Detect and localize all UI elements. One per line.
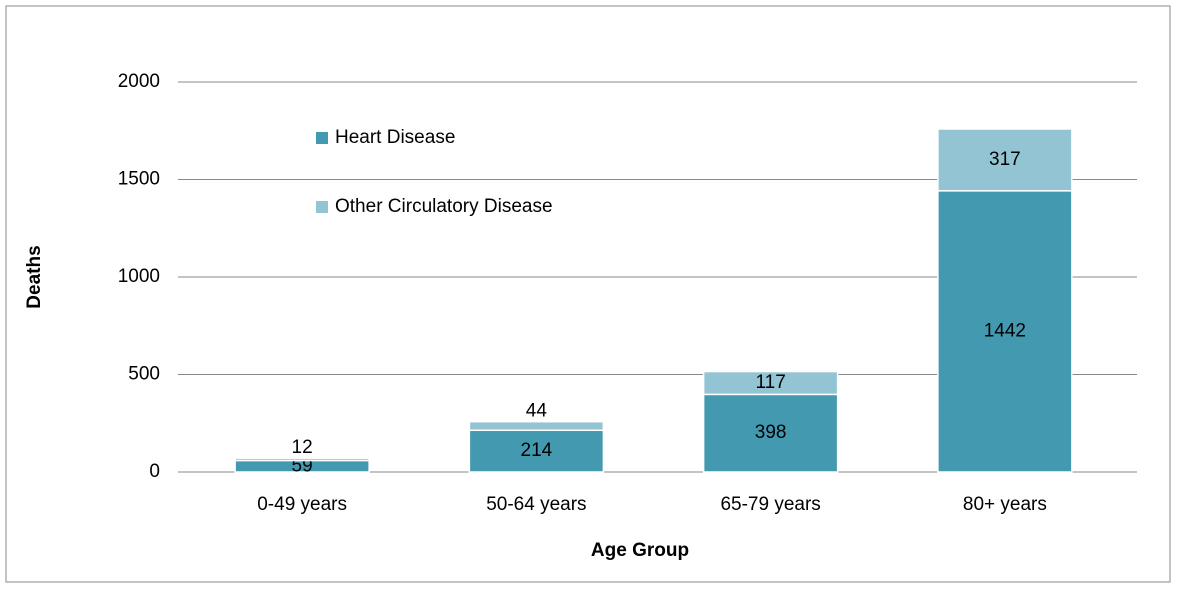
y-axis-label: Deaths bbox=[24, 245, 45, 308]
data-label: 117 bbox=[755, 372, 785, 393]
data-label: 1442 bbox=[984, 320, 1026, 341]
bar-segment bbox=[702, 370, 839, 396]
data-label: 398 bbox=[755, 422, 787, 443]
legend-swatch bbox=[316, 201, 328, 213]
bar-segment bbox=[937, 128, 1073, 192]
bar-segment bbox=[937, 190, 1073, 473]
data-label: 44 bbox=[526, 401, 548, 422]
x-tick-label: 50-64 years bbox=[486, 494, 586, 515]
y-tick-label: 0 bbox=[149, 461, 160, 482]
x-tick-label: 0-49 years bbox=[257, 494, 347, 515]
x-axis-label: Age Group bbox=[591, 540, 689, 561]
data-label: 317 bbox=[989, 149, 1021, 170]
y-tick-label: 1500 bbox=[118, 169, 160, 190]
y-tick-label: 500 bbox=[128, 364, 160, 385]
legend-swatch bbox=[316, 132, 328, 144]
legend-label: Other Circulatory Disease bbox=[335, 196, 553, 217]
bar-segment bbox=[234, 457, 370, 462]
x-tick-label: 80+ years bbox=[963, 494, 1047, 515]
bar-segment bbox=[702, 393, 839, 473]
bar-segment bbox=[468, 420, 605, 432]
legend-label: Heart Disease bbox=[335, 127, 455, 148]
x-tick-label: 65-79 years bbox=[720, 494, 820, 515]
data-label: 214 bbox=[521, 440, 553, 461]
y-tick-label: 1000 bbox=[118, 266, 160, 287]
data-label: 12 bbox=[292, 437, 313, 458]
y-tick-label: 2000 bbox=[118, 71, 160, 92]
